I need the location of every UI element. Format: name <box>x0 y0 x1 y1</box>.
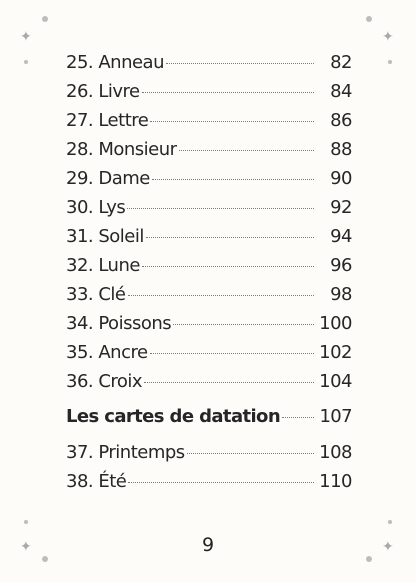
toc-entry-label: 26. Livre <box>66 81 140 102</box>
page-number: 9 <box>201 534 215 556</box>
dot-leader <box>178 150 314 151</box>
sparkle-icon-top-right: ✦ <box>382 29 394 45</box>
toc-entry-label: 36. Croix <box>66 371 143 392</box>
toc-entry-label: 38. Été <box>66 471 127 492</box>
dot-leader <box>151 179 314 180</box>
sparkle-icon-bottom-left: ✦ <box>20 539 32 555</box>
toc-entry-page-number: 104 <box>319 371 352 392</box>
toc-group-bottom: 37. Printemps 108 38. Été 110 <box>66 442 353 500</box>
toc-entry-page-number: 108 <box>319 442 352 463</box>
dot-leader <box>141 92 314 93</box>
toc-entry[interactable]: 25. Anneau 82 <box>66 52 353 81</box>
toc-entry-page-number: 86 <box>330 110 352 131</box>
toc-entry-page-number: 84 <box>330 81 352 102</box>
dot-ornament <box>388 520 392 524</box>
dot-leader <box>141 266 314 267</box>
section-label: Les cartes de datation <box>66 406 281 427</box>
toc-entry-page-number: 110 <box>319 471 352 492</box>
toc-entry-page-number: 96 <box>330 255 352 276</box>
dot-leader <box>127 208 314 209</box>
dot-leader <box>282 417 314 418</box>
dot-ornament <box>24 60 28 64</box>
dot-leader <box>144 382 314 383</box>
section-page-number: 107 <box>319 406 352 427</box>
toc-entry[interactable]: 30. Lys 92 <box>66 197 353 226</box>
toc-entry-label: 29. Dame <box>66 168 150 189</box>
toc-entry-page-number: 100 <box>319 313 352 334</box>
dot-ornament <box>366 16 372 22</box>
dot-ornament <box>24 520 28 524</box>
toc-entry[interactable]: 38. Été 110 <box>66 471 353 500</box>
toc-entry-label: 37. Printemps <box>66 442 185 463</box>
toc-entry-page-number: 92 <box>330 197 352 218</box>
toc-entry[interactable]: 33. Clé 98 <box>66 284 353 313</box>
dot-leader <box>173 324 314 325</box>
toc-entry-page-number: 82 <box>330 52 352 73</box>
toc-entry[interactable]: 35. Ancre 102 <box>66 342 353 371</box>
dot-ornament <box>366 556 372 562</box>
dot-leader <box>166 63 314 64</box>
dot-ornament <box>42 16 48 22</box>
toc-entry[interactable]: 29. Dame 90 <box>66 168 353 197</box>
toc-entry-label: 30. Lys <box>66 197 126 218</box>
toc-entry-page-number: 90 <box>330 168 352 189</box>
toc-entry[interactable]: 28. Monsieur 88 <box>66 139 353 168</box>
toc-section-heading[interactable]: Les cartes de datation 107 <box>66 406 353 442</box>
toc-entry[interactable]: 31. Soleil 94 <box>66 226 353 255</box>
dot-leader <box>149 353 314 354</box>
toc-entry-page-number: 102 <box>319 342 352 363</box>
toc-group-top: 25. Anneau 82 26. Livre 84 27. Lettre 86 28. M… <box>66 52 353 400</box>
dot-leader <box>150 121 314 122</box>
sparkle-icon-bottom-right: ✦ <box>382 539 394 555</box>
toc-entry-label: 33. Clé <box>66 284 126 305</box>
dot-ornament <box>388 60 392 64</box>
toc-entry-page-number: 94 <box>330 226 352 247</box>
toc-entry-label: 32. Lune <box>66 255 140 276</box>
toc-entry-label: 34. Poissons <box>66 313 172 334</box>
toc-entry[interactable]: 37. Printemps 108 <box>66 442 353 471</box>
toc-entry-page-number: 88 <box>330 139 352 160</box>
dot-leader <box>127 295 314 296</box>
toc-entry[interactable]: 27. Lettre 86 <box>66 110 353 139</box>
toc-entry[interactable]: 26. Livre 84 <box>66 81 353 110</box>
toc-entry-label: 28. Monsieur <box>66 139 177 160</box>
toc-entry[interactable]: 36. Croix 104 <box>66 371 353 400</box>
toc-entry-page-number: 98 <box>330 284 352 305</box>
toc-entry[interactable]: 32. Lune 96 <box>66 255 353 284</box>
dot-leader <box>128 482 314 483</box>
toc-entry-label: 25. Anneau <box>66 52 165 73</box>
dot-leader <box>145 237 314 238</box>
toc-entry-label: 27. Lettre <box>66 110 149 131</box>
toc-entry-label: 35. Ancre <box>66 342 148 363</box>
table-of-contents: 25. Anneau 82 26. Livre 84 27. Lettre 86 28. M… <box>66 52 353 500</box>
dot-leader <box>186 453 314 454</box>
toc-entry-label: 31. Soleil <box>66 226 144 247</box>
dot-ornament <box>42 556 48 562</box>
toc-entry[interactable]: 34. Poissons 100 <box>66 313 353 342</box>
sparkle-icon-top-left: ✦ <box>20 29 32 45</box>
